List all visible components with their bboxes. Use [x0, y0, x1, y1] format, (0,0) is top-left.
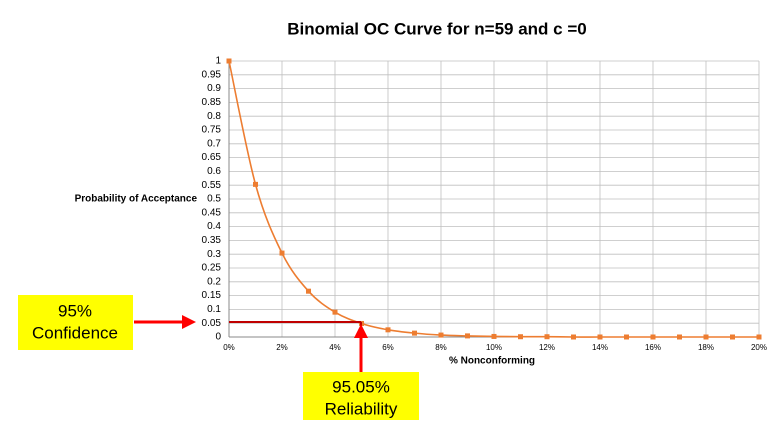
data-point: [624, 334, 629, 340]
data-point: [571, 334, 576, 340]
y-tick-label: 0.55: [202, 180, 222, 191]
data-point: [438, 332, 444, 338]
arrowhead: [182, 315, 196, 329]
y-tick-label: 1: [215, 56, 221, 67]
data-point: [491, 333, 497, 339]
x-tick-label: 16%: [645, 343, 661, 352]
data-point: [703, 334, 709, 340]
annotation: 95.05%: [332, 377, 390, 396]
y-tick-label: 0.3: [207, 249, 221, 260]
x-tick-label: 10%: [486, 343, 502, 352]
y-tick-label: 0.25: [202, 263, 222, 274]
y-tick-label: 0.1: [207, 304, 221, 315]
x-tick-label: 0%: [223, 343, 235, 352]
annotation-box: [303, 372, 419, 420]
annotation: Confidence: [32, 323, 118, 342]
annotation: Reliability: [325, 399, 398, 418]
data-point: [518, 334, 523, 340]
data-point: [253, 181, 258, 187]
x-tick-label: 6%: [382, 343, 394, 352]
x-tick-label: 4%: [329, 343, 341, 352]
data-point: [465, 333, 470, 339]
y-tick-label: 0.65: [202, 152, 222, 163]
plot-area: 0 0.05 0.1 0.15 0.2 0.25 0.3 0.35 0.4 0.45 0.5 0.55…: [202, 56, 767, 352]
y-tick-label: 0.95: [202, 69, 222, 80]
data-point: [756, 334, 762, 340]
x-tick-label: 14%: [592, 343, 608, 352]
data-point: [279, 250, 285, 256]
data-point: [730, 334, 735, 340]
y-tick-label: 0.8: [207, 111, 221, 122]
y-tick-label: 0.05: [202, 318, 222, 329]
y-tick-label: 0.35: [202, 235, 222, 246]
data-point: [677, 334, 682, 340]
y-tick-label: 0.85: [202, 97, 222, 108]
x-tick-label: 8%: [435, 343, 447, 352]
x-tick-label: 12%: [539, 343, 555, 352]
y-tick-label: 0.15: [202, 290, 222, 301]
y-tick-label: 0.6: [207, 166, 221, 177]
y-tick-label: 0.5: [207, 194, 221, 205]
annotation-box: [18, 295, 133, 350]
data-point: [412, 330, 417, 336]
x-tick-label: 18%: [698, 343, 714, 352]
chart-title: Binomial OC Curve for n=59 and c =0: [287, 19, 586, 38]
data-point: [306, 288, 311, 294]
data-point: [597, 334, 603, 340]
y-tick-label: 0: [215, 332, 221, 343]
data-point: [226, 58, 232, 64]
y-tick-label: 0.75: [202, 125, 222, 136]
data-point: [544, 334, 550, 340]
data-point: [650, 334, 656, 340]
y-axis-label: Probability of Acceptance: [75, 194, 198, 205]
x-tick-label: 20%: [751, 343, 767, 352]
y-tick-label: 0.9: [207, 83, 221, 94]
x-axis-label: % Nonconforming: [449, 356, 535, 367]
x-tick-label: 2%: [276, 343, 288, 352]
annotation: 95%: [58, 301, 92, 320]
y-tick-label: 0.2: [207, 276, 221, 287]
y-tick-label: 0.4: [207, 221, 221, 232]
data-point: [332, 309, 338, 315]
arrowhead: [354, 324, 368, 338]
y-tick-label: 0.45: [202, 207, 222, 218]
data-point: [385, 327, 391, 333]
y-tick-label: 0.7: [207, 138, 221, 149]
